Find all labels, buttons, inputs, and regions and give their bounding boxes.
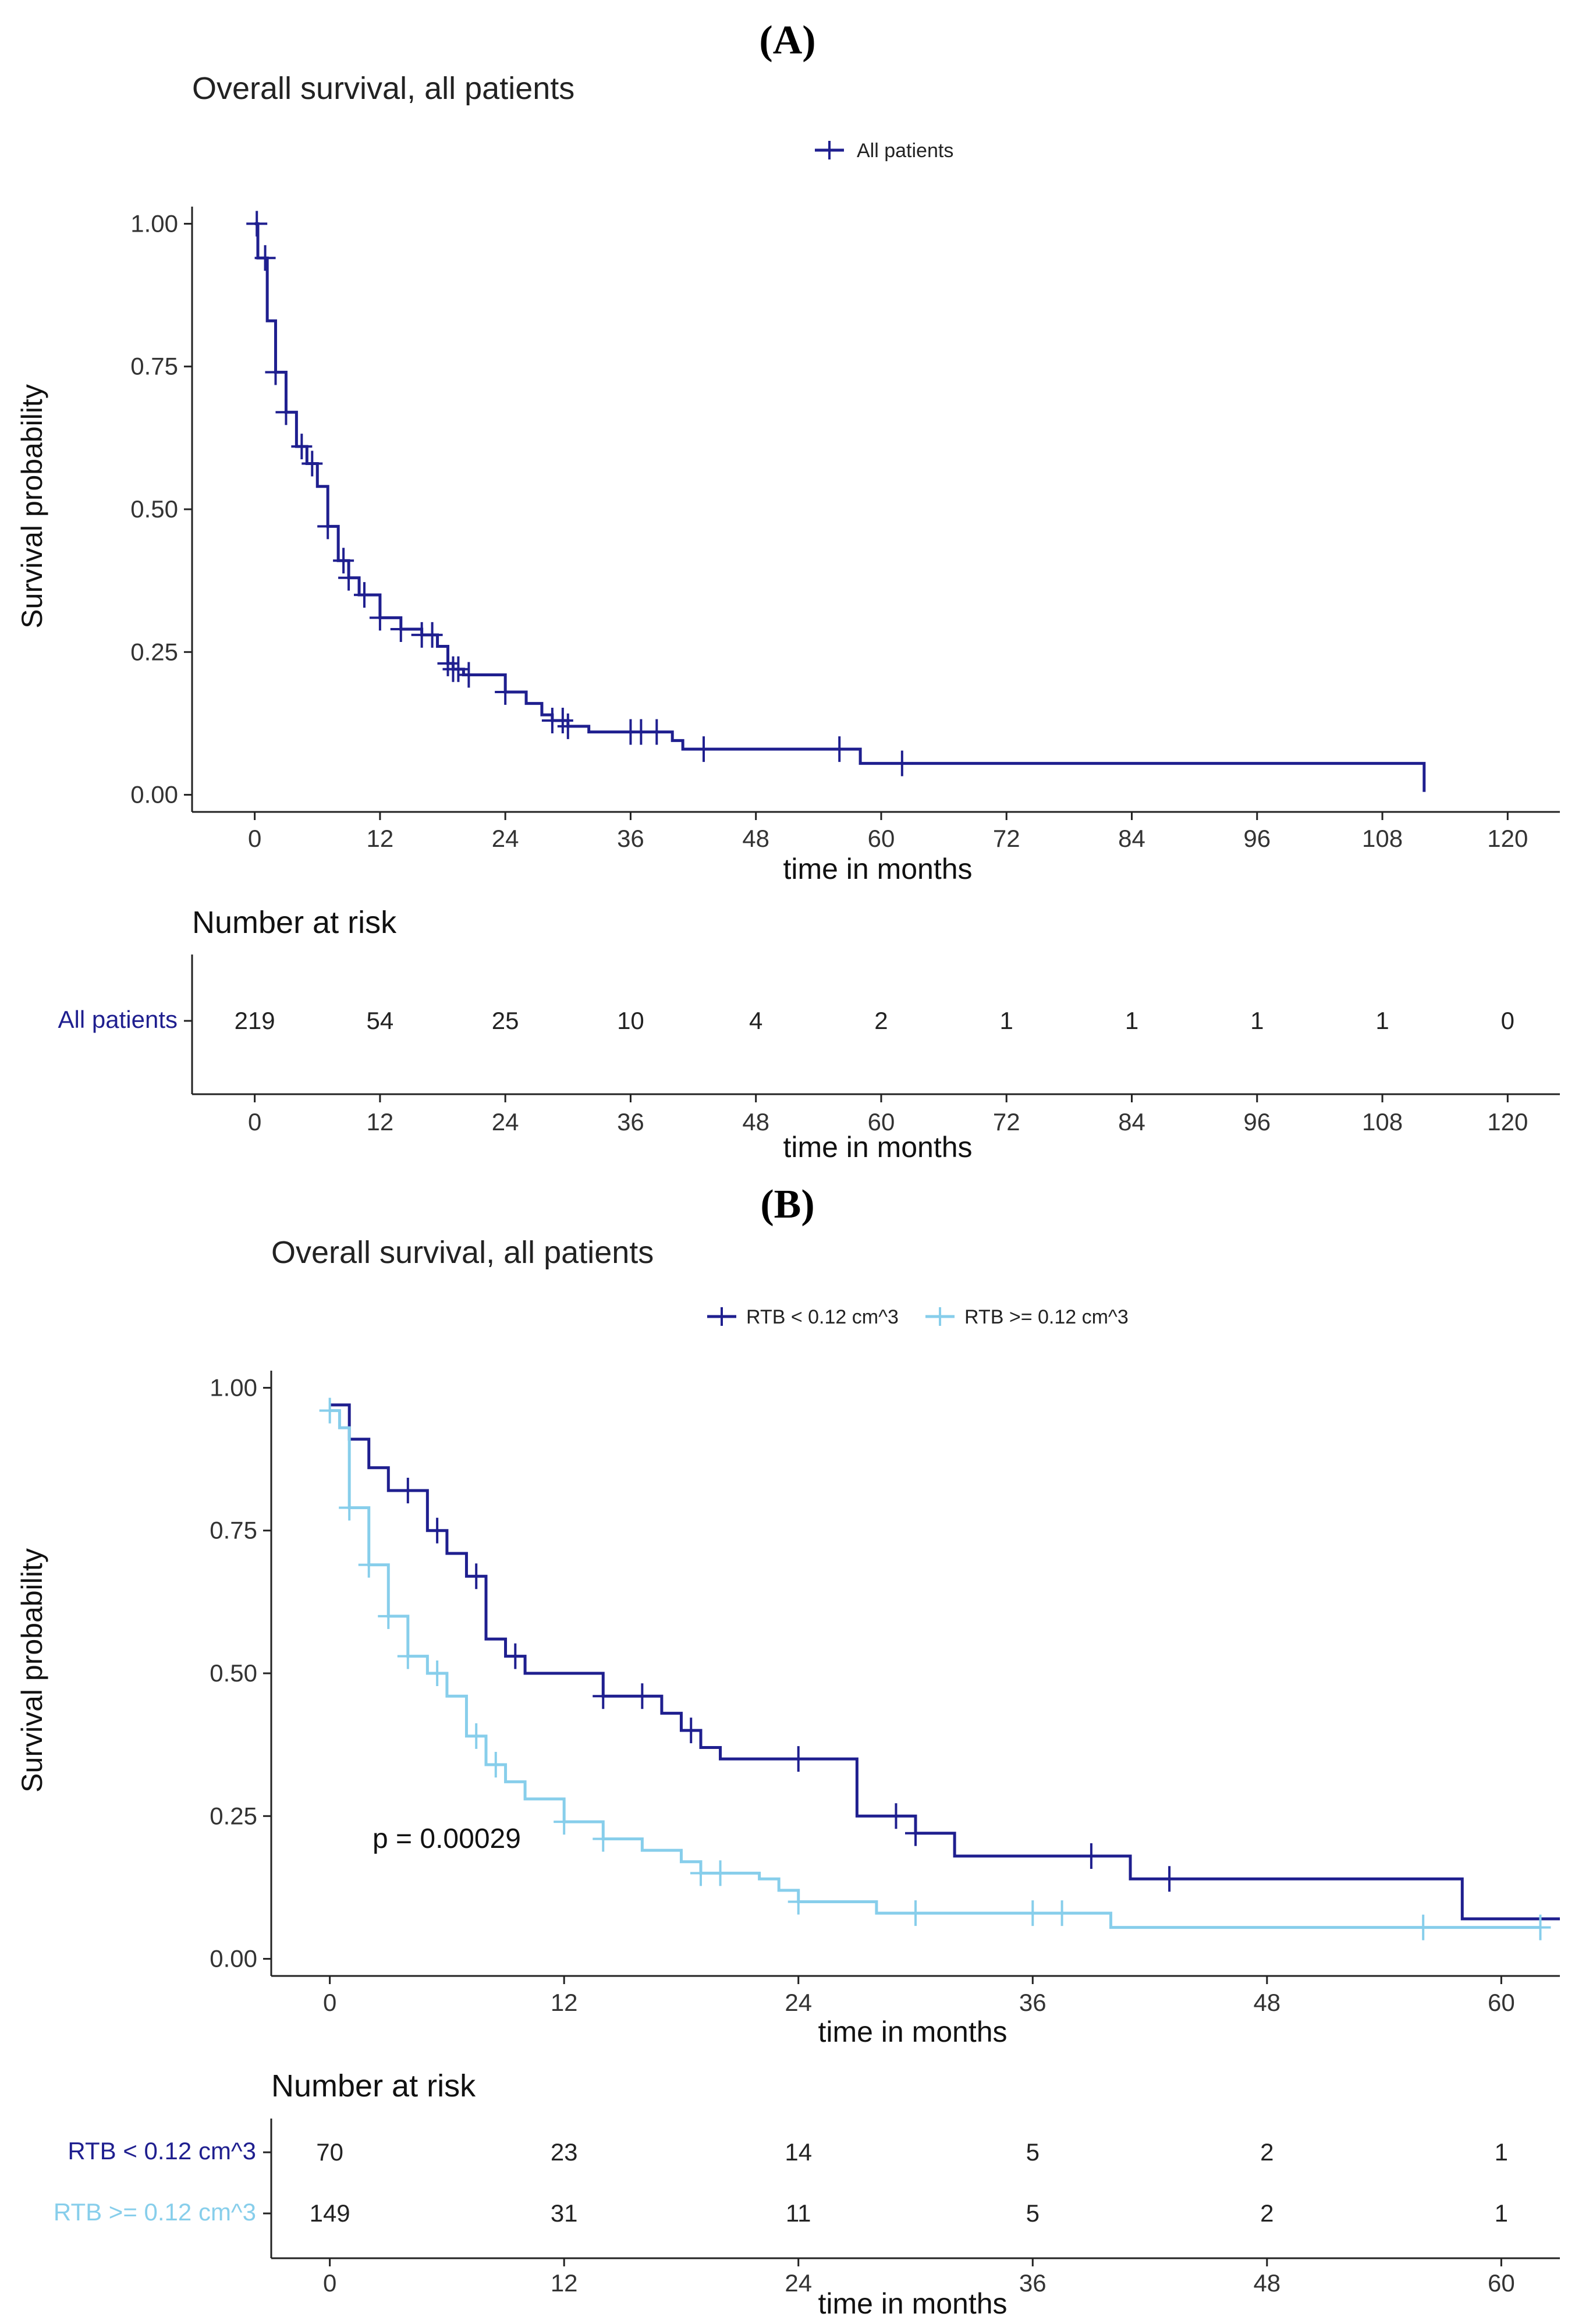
y-tick-label: 0.25 — [210, 1802, 257, 1829]
risk-x-tick-label: 96 — [1243, 1108, 1271, 1136]
risk-x-tick-label: 36 — [1019, 2269, 1047, 2297]
x-tick-label: 60 — [1488, 1989, 1515, 2016]
risk-count: 1 — [1000, 1007, 1013, 1034]
risk-count: 31 — [551, 2199, 578, 2227]
risk-count: 1 — [1495, 2199, 1508, 2227]
y-tick-label: 1.00 — [210, 1374, 257, 1401]
x-tick-label: 120 — [1487, 825, 1528, 852]
risk-row-label-rtb-low: RTB < 0.12 cm^3 — [68, 2137, 256, 2165]
risk-count: 5 — [1026, 2199, 1040, 2227]
y-tick-label: 0.75 — [210, 1517, 257, 1544]
panel-b-x-axis-title: time in months — [818, 2016, 1007, 2048]
risk-count: 14 — [785, 2138, 812, 2166]
panel-b-risk-x-axis-title: time in months — [818, 2287, 1007, 2320]
x-tick-label: 0 — [323, 1989, 336, 2016]
x-tick-label: 60 — [868, 825, 895, 852]
x-tick-label: 96 — [1243, 825, 1271, 852]
x-tick-label: 12 — [367, 825, 394, 852]
y-tick-label: 0.00 — [210, 1945, 257, 1972]
panel-b-risk-title: Number at risk — [271, 2068, 476, 2103]
x-tick-label: 84 — [1118, 825, 1145, 852]
risk-x-tick-label: 60 — [868, 1108, 895, 1136]
risk-x-tick-label: 0 — [248, 1108, 261, 1136]
risk-count: 1 — [1495, 2138, 1508, 2166]
panel-a-label: (A) — [759, 18, 815, 63]
y-tick-label: 0.75 — [130, 353, 178, 380]
y-tick-label: 1.00 — [130, 210, 178, 237]
panel-b-legend: RTB < 0.12 cm^3 RTB >= 0.12 cm^3 — [707, 1306, 1129, 1328]
panel-a: (A) Overall survival, all patients All p… — [16, 18, 1560, 1163]
x-tick-label: 24 — [492, 825, 519, 852]
panel-a-legend: All patients — [815, 140, 953, 162]
risk-x-tick-label: 84 — [1118, 1108, 1145, 1136]
risk-count: 1 — [1125, 1007, 1138, 1034]
panel-b-label: (B) — [760, 1182, 814, 1227]
risk-row-label-all-patients: All patients — [58, 1006, 178, 1033]
x-tick-label: 48 — [742, 825, 769, 852]
risk-x-tick-label: 36 — [617, 1108, 644, 1136]
risk-count: 219 — [235, 1007, 275, 1034]
risk-count: 11 — [786, 2199, 811, 2227]
risk-row-label-rtb-high: RTB >= 0.12 cm^3 — [54, 2198, 256, 2226]
risk-x-tick-label: 24 — [785, 2269, 812, 2297]
risk-x-tick-label: 0 — [323, 2269, 336, 2297]
legend-label-rtb-low: RTB < 0.12 cm^3 — [746, 1306, 899, 1328]
risk-count: 149 — [310, 2199, 350, 2227]
panel-b-title: Overall survival, all patients — [271, 1235, 654, 1270]
risk-x-tick-label: 60 — [1488, 2269, 1515, 2297]
panel-a-risk-title: Number at risk — [192, 905, 397, 940]
risk-count: 0 — [1501, 1007, 1514, 1034]
panel-a-y-axis-title: Survival probability — [16, 384, 48, 629]
y-tick-label: 0.25 — [130, 638, 178, 665]
legend-label-rtb-high: RTB >= 0.12 cm^3 — [964, 1306, 1129, 1328]
x-tick-label: 108 — [1362, 825, 1403, 852]
x-tick-label: 12 — [551, 1989, 578, 2016]
risk-count: 25 — [492, 1007, 519, 1034]
x-tick-label: 24 — [785, 1989, 812, 2016]
y-tick-label: 0.00 — [130, 781, 178, 808]
x-tick-label: 72 — [993, 825, 1020, 852]
y-tick-label: 0.50 — [130, 495, 178, 523]
x-tick-label: 36 — [617, 825, 644, 852]
risk-x-tick-label: 72 — [993, 1108, 1020, 1136]
risk-count: 4 — [749, 1007, 762, 1034]
risk-x-tick-label: 48 — [1253, 2269, 1280, 2297]
risk-count: 5 — [1026, 2138, 1040, 2166]
risk-count: 23 — [551, 2138, 578, 2166]
legend-label-all-patients: All patients — [857, 140, 953, 162]
panel-b: (B) Overall survival, all patients RTB <… — [16, 1182, 1560, 2320]
risk-x-tick-label: 108 — [1362, 1108, 1403, 1136]
survival-curve-1 — [329, 1409, 1541, 1929]
x-tick-label: 0 — [248, 825, 261, 852]
risk-count: 1 — [1375, 1007, 1389, 1034]
risk-count: 2 — [1260, 2138, 1274, 2166]
p-value-annotation: p = 0.00029 — [373, 1823, 521, 1854]
x-tick-label: 48 — [1253, 1989, 1280, 2016]
risk-count: 2 — [1260, 2199, 1274, 2227]
panel-b-y-axis-title: Survival probability — [16, 1548, 48, 1793]
y-tick-label: 0.50 — [210, 1659, 257, 1687]
km-plot-b: 0.00 0.25 0.50 0.75 1.00 0 12 24 36 48 60 — [210, 1371, 1560, 2016]
x-tick-label: 36 — [1019, 1989, 1047, 2016]
risk-x-tick-label: 120 — [1487, 1108, 1528, 1136]
panel-a-title: Overall survival, all patients — [192, 71, 574, 106]
risk-table-b: 0 12 24 36 48 60 70 23 14 5 2 1 149 31 11 5 2 1 — [263, 2119, 1560, 2297]
risk-count: 54 — [367, 1007, 394, 1034]
risk-count: 10 — [617, 1007, 644, 1034]
risk-count: 1 — [1250, 1007, 1264, 1034]
risk-x-tick-label: 48 — [742, 1108, 769, 1136]
km-plot-a: 0.00 0.25 0.50 0.75 1.00 0 12 24 36 48 60 72 84 96 108… — [130, 207, 1560, 852]
panel-a-risk-x-axis-title: time in months — [783, 1131, 972, 1163]
risk-x-tick-label: 12 — [551, 2269, 578, 2297]
risk-x-tick-label: 24 — [492, 1108, 519, 1136]
risk-count: 2 — [874, 1007, 888, 1034]
risk-count: 70 — [316, 2138, 343, 2166]
risk-x-tick-label: 12 — [367, 1108, 394, 1136]
panel-a-x-axis-title: time in months — [783, 853, 972, 885]
